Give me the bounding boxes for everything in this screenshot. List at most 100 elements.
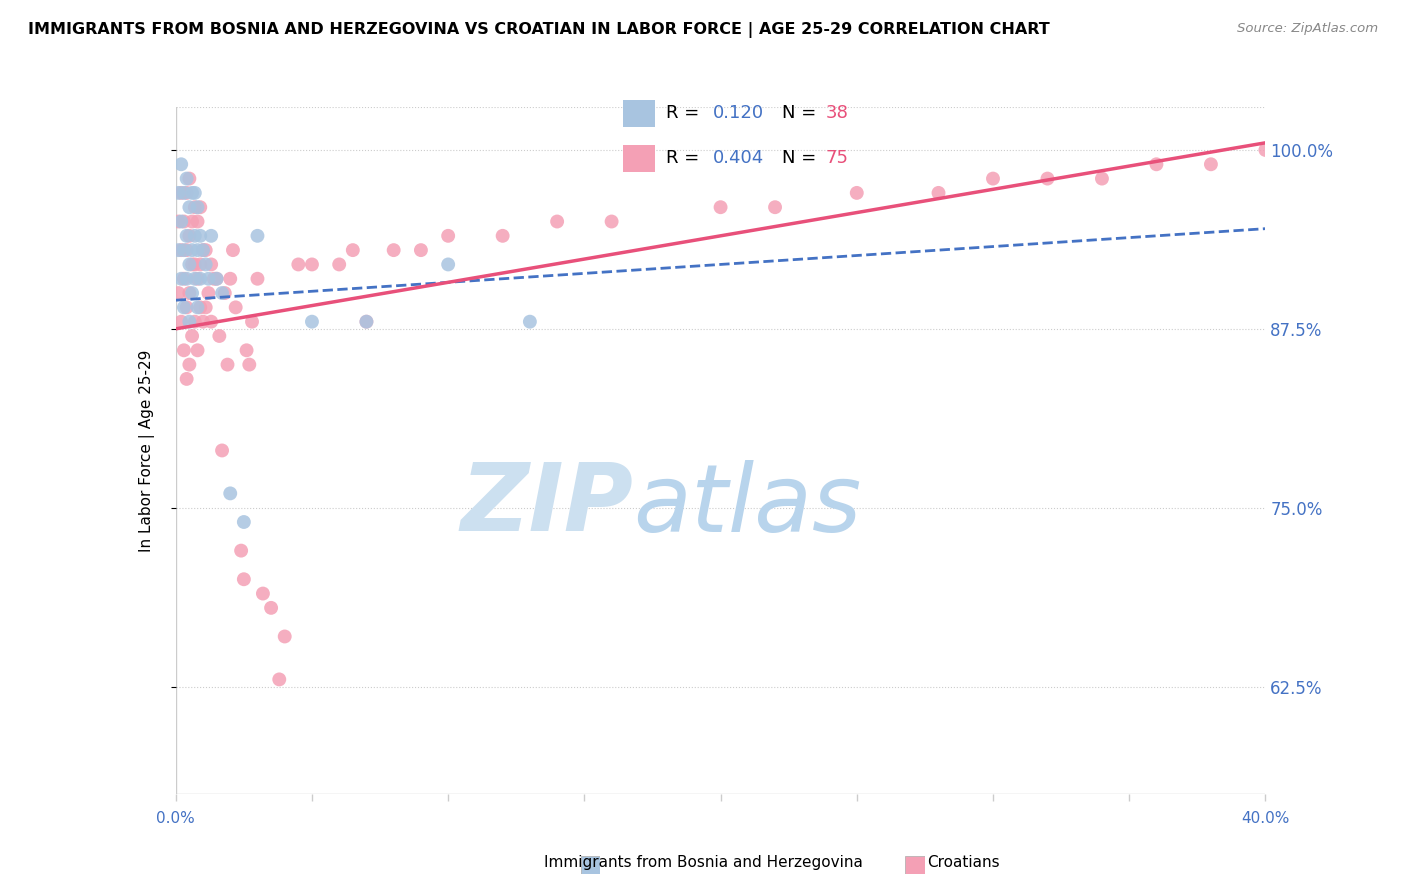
Text: IMMIGRANTS FROM BOSNIA AND HERZEGOVINA VS CROATIAN IN LABOR FORCE | AGE 25-29 CO: IMMIGRANTS FROM BOSNIA AND HERZEGOVINA V… xyxy=(28,22,1050,38)
Point xyxy=(176,243,198,257)
Point xyxy=(202,272,225,286)
Point xyxy=(184,272,207,286)
Point xyxy=(170,272,193,286)
Text: R =: R = xyxy=(666,149,706,167)
Point xyxy=(179,171,201,186)
Point xyxy=(170,186,193,200)
Point xyxy=(845,186,868,200)
Point xyxy=(170,157,193,171)
Point xyxy=(176,186,198,200)
Point xyxy=(260,600,283,615)
Point xyxy=(546,214,568,228)
Point xyxy=(274,630,297,644)
Point xyxy=(167,243,190,257)
Point xyxy=(186,343,209,358)
FancyBboxPatch shape xyxy=(623,145,655,171)
Text: N =: N = xyxy=(782,149,821,167)
Point xyxy=(194,243,217,257)
Point xyxy=(409,243,432,257)
Point xyxy=(188,272,211,286)
Point xyxy=(167,286,190,301)
Point xyxy=(710,200,733,214)
Point xyxy=(287,257,309,271)
Text: Immigrants from Bosnia and Herzegovina: Immigrants from Bosnia and Herzegovina xyxy=(544,855,862,870)
Point xyxy=(214,286,236,301)
Point xyxy=(194,301,217,315)
Point xyxy=(167,214,190,228)
Point xyxy=(492,228,515,243)
Point xyxy=(173,301,195,315)
Point xyxy=(179,358,201,372)
Point xyxy=(186,243,209,257)
Point xyxy=(179,257,201,271)
Point xyxy=(246,272,269,286)
Point xyxy=(176,301,198,315)
Point xyxy=(179,315,201,329)
Point xyxy=(179,286,201,301)
Point xyxy=(184,315,207,329)
Y-axis label: In Labor Force | Age 25-29: In Labor Force | Age 25-29 xyxy=(139,350,155,551)
Point xyxy=(219,272,242,286)
Text: N =: N = xyxy=(782,104,821,122)
Text: 0.0%: 0.0% xyxy=(156,811,195,826)
Point xyxy=(1091,171,1114,186)
Point xyxy=(981,171,1004,186)
Point xyxy=(194,257,217,271)
Point xyxy=(200,315,222,329)
Text: 0.404: 0.404 xyxy=(713,149,765,167)
Point xyxy=(188,301,211,315)
Point xyxy=(356,315,378,329)
Point xyxy=(235,343,257,358)
Point xyxy=(188,200,211,214)
Point xyxy=(176,171,198,186)
Point xyxy=(170,243,193,257)
Point xyxy=(186,214,209,228)
Point xyxy=(179,200,201,214)
Point xyxy=(225,301,247,315)
Point xyxy=(200,228,222,243)
Point xyxy=(1199,157,1222,171)
Point xyxy=(173,186,195,200)
Point xyxy=(184,200,207,214)
Point xyxy=(328,257,350,271)
Point xyxy=(188,228,211,243)
Text: 38: 38 xyxy=(825,104,848,122)
Point xyxy=(197,286,219,301)
Point xyxy=(176,372,198,386)
Point xyxy=(170,214,193,228)
Point xyxy=(301,315,323,329)
Point xyxy=(173,272,195,286)
Point xyxy=(763,200,786,214)
Point xyxy=(382,243,405,257)
Point xyxy=(217,358,239,372)
Point xyxy=(437,228,460,243)
Point xyxy=(208,329,231,343)
Point xyxy=(519,315,541,329)
Point xyxy=(1144,157,1167,171)
Point xyxy=(181,186,204,200)
Text: 40.0%: 40.0% xyxy=(1241,811,1289,826)
Point xyxy=(186,200,209,214)
Point xyxy=(301,257,323,271)
Point xyxy=(181,257,204,271)
Point xyxy=(184,228,207,243)
Point xyxy=(173,243,195,257)
Point xyxy=(211,286,233,301)
Point xyxy=(238,358,260,372)
Point xyxy=(173,343,195,358)
Text: atlas: atlas xyxy=(633,460,862,551)
Point xyxy=(219,486,242,500)
Point xyxy=(186,272,209,286)
Point xyxy=(181,214,204,228)
Point xyxy=(232,572,254,586)
Point xyxy=(170,315,193,329)
Point xyxy=(246,228,269,243)
Point xyxy=(176,272,198,286)
Point xyxy=(176,228,198,243)
Text: ZIP: ZIP xyxy=(461,459,633,551)
FancyBboxPatch shape xyxy=(623,101,655,127)
Point xyxy=(181,286,204,301)
Point xyxy=(186,301,209,315)
Text: Croatians: Croatians xyxy=(927,855,1000,870)
Point xyxy=(205,272,228,286)
